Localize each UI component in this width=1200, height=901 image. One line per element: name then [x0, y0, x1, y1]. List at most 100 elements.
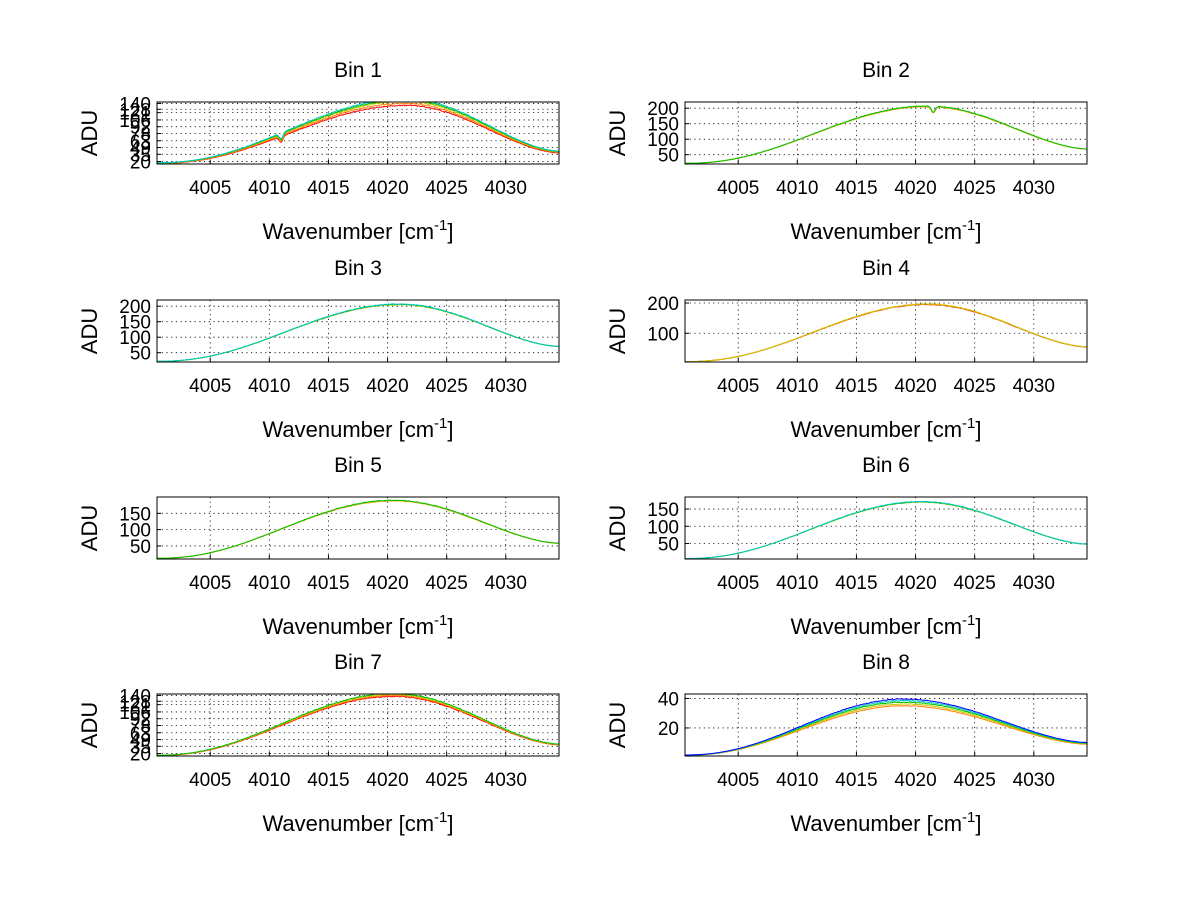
- x-tick-label: 4015: [835, 573, 877, 594]
- x-axis-label-sup: -1: [434, 612, 447, 629]
- subplot-1: 4005 4010 4015 4020 4025 4030 2035496378921061…: [77, 59, 560, 244]
- y-axis-label: ADU: [605, 308, 630, 354]
- x-axis-label: Wavenumber [cm-1]: [790, 415, 981, 442]
- y-tick-label: 100: [647, 517, 679, 538]
- series-line-3: [685, 105, 1088, 164]
- y-tick-label: 200: [647, 99, 679, 120]
- y-tick-label: 100: [647, 324, 679, 345]
- x-axis-label-end: ]: [975, 417, 981, 442]
- x-tick-label: 4020: [366, 376, 408, 397]
- series-line-3: [685, 303, 1088, 363]
- axes-box: [684, 693, 1088, 757]
- x-tick-label: 4005: [189, 178, 231, 199]
- series-line-5: [157, 101, 559, 164]
- series-line-4: [157, 693, 560, 756]
- x-axis-label: Wavenumber [cm-1]: [262, 415, 453, 442]
- y-axis-label: ADU: [77, 505, 102, 551]
- y-tick-label: 128: [119, 692, 151, 713]
- x-axis-label-main: Wavenumber [cm: [790, 219, 962, 244]
- x-tick-label: 4010: [248, 573, 290, 594]
- y-tick-label: 150: [119, 504, 151, 525]
- x-tick-label: 4020: [894, 573, 936, 594]
- x-axis-label-main: Wavenumber [cm: [262, 219, 434, 244]
- x-tick-label: 4005: [717, 573, 759, 594]
- y-tick-label: 100: [119, 328, 151, 349]
- y-tick-label: 92: [130, 710, 151, 731]
- y-tick-label: 49: [130, 139, 151, 160]
- x-tick-label: 4030: [485, 178, 527, 199]
- x-tick-label: 4015: [835, 178, 877, 199]
- plot-area: [157, 300, 559, 362]
- x-tick-label: 4020: [366, 178, 408, 199]
- subplot-title: Bin 7: [334, 651, 382, 674]
- y-tick-label: 35: [130, 737, 151, 758]
- series-line-3: [157, 499, 559, 559]
- x-tick-label: 4025: [426, 178, 468, 199]
- y-tick-label: 92: [130, 118, 151, 139]
- x-tick-label: 4015: [307, 178, 349, 199]
- x-axis-label-main: Wavenumber [cm: [790, 417, 962, 442]
- x-axis-label-end: ]: [447, 614, 453, 639]
- x-axis-label-sup: -1: [962, 809, 975, 826]
- x-tick-label: 4010: [248, 376, 290, 397]
- y-tick-label: 50: [130, 344, 151, 365]
- plot-area: [685, 497, 1087, 559]
- x-axis-label-end: ]: [447, 417, 453, 442]
- x-tick-label: 4030: [485, 573, 527, 594]
- subplot-title: Bin 6: [862, 454, 910, 477]
- x-tick-label: 4020: [894, 376, 936, 397]
- y-axis-label: ADU: [605, 702, 630, 748]
- y-tick-label: 100: [647, 130, 679, 151]
- x-tick-label: 4030: [1013, 376, 1055, 397]
- y-tick-label: 40: [658, 689, 679, 710]
- y-tick-label: 20: [130, 745, 151, 766]
- x-tick-label: 4025: [954, 573, 996, 594]
- x-tick-label: 4015: [307, 573, 349, 594]
- x-tick-label: 4015: [835, 376, 877, 397]
- subplot-title: Bin 3: [334, 257, 382, 280]
- x-tick-label: 4030: [1013, 770, 1055, 791]
- y-axis-label: ADU: [605, 505, 630, 551]
- y-axis-label: ADU: [77, 702, 102, 748]
- y-axis-label: ADU: [605, 110, 630, 156]
- subplot-8: 4005 4010 4015 4020 4025 4030 20 40 Bin 8 Wavenum…: [605, 651, 1088, 836]
- x-tick-label: 4010: [248, 178, 290, 199]
- y-tick-label: 140: [119, 686, 151, 707]
- y-tick-label: 121: [119, 104, 151, 125]
- x-axis-label: Wavenumber [cm-1]: [262, 809, 453, 836]
- x-tick-label: 4025: [426, 376, 468, 397]
- x-tick-label: 4030: [1013, 573, 1055, 594]
- subplot-title: Bin 8: [862, 651, 910, 674]
- x-axis-label-end: ]: [447, 219, 453, 244]
- x-tick-label: 4020: [894, 770, 936, 791]
- y-tick-label: 106: [119, 111, 151, 132]
- y-tick-label: 150: [647, 500, 679, 521]
- plot-area: [157, 497, 559, 559]
- y-tick-label: 121: [119, 696, 151, 717]
- x-axis-label-sup: -1: [434, 809, 447, 826]
- x-tick-label: 4005: [189, 376, 231, 397]
- y-tick-label: 78: [130, 716, 151, 737]
- y-tick-label: 35: [130, 145, 151, 166]
- x-axis-label-sup: -1: [962, 612, 975, 629]
- x-axis-label-sup: -1: [434, 415, 447, 432]
- x-tick-label: 4030: [485, 376, 527, 397]
- subplot-title: Bin 5: [334, 454, 382, 477]
- y-tick-label: 78: [130, 124, 151, 145]
- series-line-5: [685, 698, 1088, 756]
- x-axis-label: Wavenumber [cm-1]: [790, 217, 981, 244]
- plot-area: [685, 102, 1087, 164]
- y-tick-label: 140: [119, 94, 151, 115]
- x-tick-label: 4015: [307, 770, 349, 791]
- x-tick-label: 4005: [189, 770, 231, 791]
- x-tick-label: 4025: [954, 178, 996, 199]
- plot-area: [685, 300, 1087, 362]
- x-tick-label: 4010: [248, 770, 290, 791]
- y-tick-label: 49: [130, 731, 151, 752]
- series-line-3: [685, 500, 1088, 560]
- subplot-title: Bin 1: [334, 59, 382, 82]
